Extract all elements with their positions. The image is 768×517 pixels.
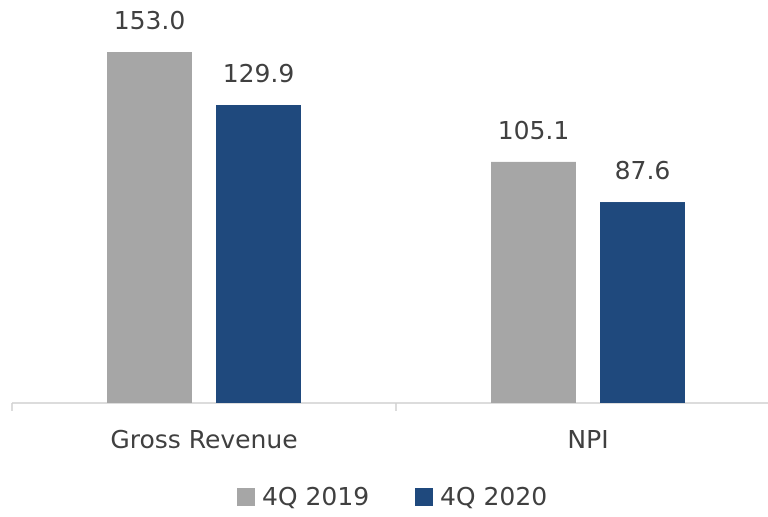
bar (216, 104, 301, 404)
value-label: 129.9 (223, 59, 295, 88)
x-tick-label: Gross Revenue (110, 425, 297, 454)
legend-label: 4Q 2019 (262, 482, 369, 511)
value-label: 153.0 (114, 6, 186, 35)
legend-swatch (237, 488, 255, 506)
value-label: 105.1 (498, 116, 570, 145)
x-tick-label: NPI (567, 425, 608, 454)
bar (107, 52, 192, 403)
legend-swatch (415, 488, 433, 506)
bar (600, 202, 685, 403)
value-label: 87.6 (615, 156, 671, 185)
bar (491, 161, 576, 403)
legend-label: 4Q 2020 (440, 482, 547, 511)
